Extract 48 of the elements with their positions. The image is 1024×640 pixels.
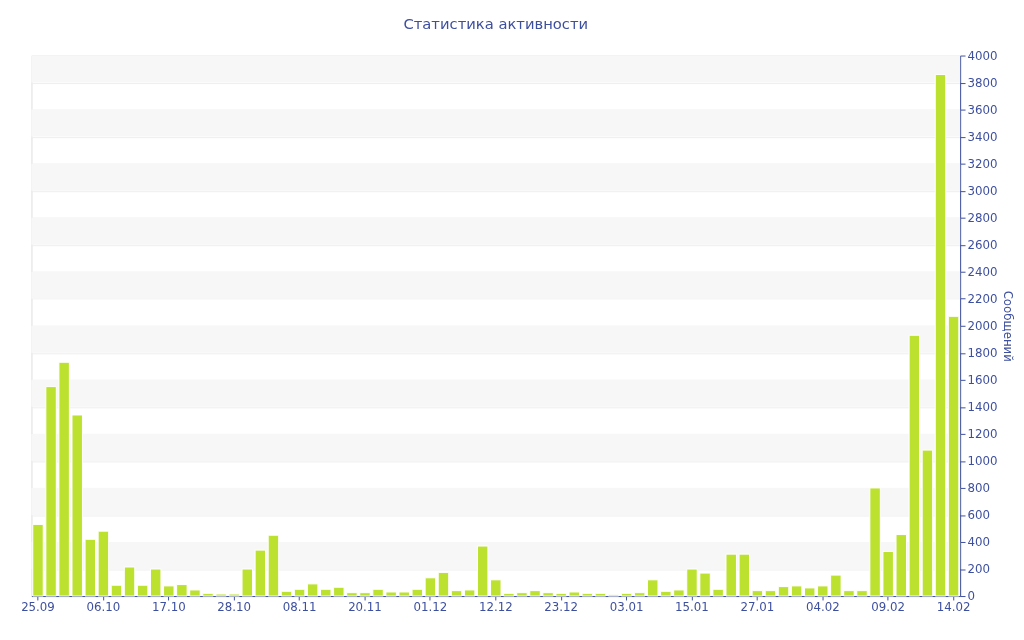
chart-title: Статистика активности — [403, 15, 589, 33]
bar — [293, 588, 306, 597]
y-tick-label: 2400 — [967, 265, 998, 280]
y-tick-label: 1400 — [967, 400, 998, 415]
x-tick-label: 09.02 — [871, 600, 906, 615]
bar — [764, 590, 777, 597]
x-tick-label: 23.12 — [544, 600, 579, 615]
x-tick-label: 06.10 — [86, 600, 121, 615]
x-tick-label: 17.10 — [151, 600, 186, 615]
y-tick-label: 1000 — [967, 454, 998, 469]
x-tick-label: 25.09 — [21, 600, 55, 615]
x-tick-label: 04.02 — [805, 600, 840, 615]
y-tick-label: 1800 — [967, 346, 998, 361]
bar — [110, 584, 123, 597]
bar — [280, 590, 293, 597]
y-tick-label: 2600 — [967, 238, 998, 253]
y-tick-label: 800 — [967, 481, 990, 496]
y-tick-label: 2000 — [967, 319, 998, 334]
y-tick-label: 600 — [967, 508, 990, 523]
x-tick-label: 01.12 — [413, 600, 448, 615]
x-tick-label: 12.12 — [478, 600, 513, 615]
y-tick-label: 3400 — [967, 130, 998, 145]
x-tick-label: 15.01 — [675, 600, 709, 615]
y-tick-label: 2800 — [967, 211, 998, 226]
y-tick-label: 3000 — [967, 184, 998, 199]
x-tick-label: 27.01 — [740, 600, 775, 615]
y-tick-label: 200 — [967, 562, 990, 577]
y-tick-label: 1200 — [967, 427, 998, 442]
y-axis-title: Сообщений — [1001, 290, 1016, 362]
x-tick-label: 28.10 — [217, 600, 252, 615]
y-tick-label: 3200 — [967, 157, 998, 172]
y-tick-label: 3800 — [967, 75, 998, 90]
bar — [424, 577, 437, 597]
bar — [751, 590, 764, 597]
x-tick-label: 08.11 — [282, 600, 317, 615]
bar — [594, 592, 607, 597]
x-tick-label: 14.02 — [936, 600, 971, 615]
bar — [437, 571, 450, 597]
bar — [450, 590, 463, 597]
y-tick-label: 4000 — [967, 48, 998, 63]
x-tick-label: 03.01 — [609, 600, 644, 615]
y-tick-label: 400 — [967, 535, 990, 550]
bar — [777, 586, 790, 597]
y-tick-label: 1600 — [967, 373, 998, 388]
x-tick-label: 20.11 — [348, 600, 382, 615]
bar — [620, 592, 633, 597]
y-tick-label: 3600 — [967, 103, 998, 118]
y-tick-label: 2200 — [967, 292, 998, 307]
